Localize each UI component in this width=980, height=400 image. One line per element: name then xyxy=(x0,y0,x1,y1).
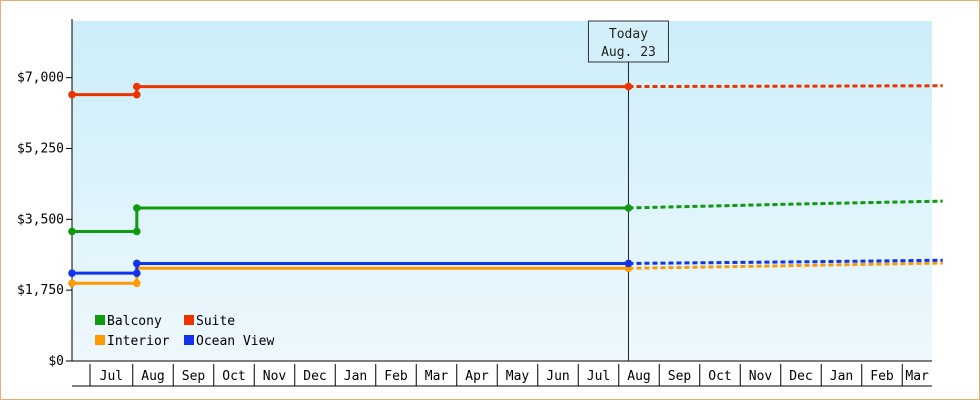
x-tick-label: Oct xyxy=(222,369,245,384)
x-tick-label: Jan xyxy=(830,369,853,384)
x-tick-label: Dec xyxy=(303,369,326,384)
y-tick-label: $5,250 xyxy=(17,142,64,157)
data-point-balcony xyxy=(68,227,76,236)
y-tick-label: $0 xyxy=(48,354,64,369)
data-point-suite xyxy=(133,90,141,99)
x-tick-label: Mar xyxy=(425,369,449,384)
legend: Balcony Suite Interior Ocean View xyxy=(95,314,274,349)
today-label-text: Today xyxy=(609,27,648,42)
x-tick-label: Nov xyxy=(263,369,287,384)
today-label-text: Aug. 23 xyxy=(601,45,656,60)
data-point-ocean-view xyxy=(624,259,633,268)
legend-label: Ocean View xyxy=(196,334,274,349)
legend-label: Balcony xyxy=(107,314,162,329)
series-projection-interior xyxy=(628,261,943,270)
series-layer xyxy=(68,82,943,288)
x-tick-label: Oct xyxy=(708,369,731,384)
x-tick-label: Jul xyxy=(587,369,610,384)
data-point-balcony xyxy=(624,204,633,212)
y-tick-label: $1,750 xyxy=(17,283,64,298)
data-point-suite xyxy=(133,82,141,91)
y-tick-label: $7,000 xyxy=(17,71,64,86)
legend-swatch-suite xyxy=(184,315,194,325)
x-tick-label: Sep xyxy=(668,369,692,384)
data-point-interior xyxy=(68,279,76,288)
x-tick-label: Dec xyxy=(789,369,812,384)
series-line-balcony xyxy=(72,206,629,233)
legend-label: Suite xyxy=(196,314,235,329)
data-point-ocean-view xyxy=(68,269,76,277)
data-point-ocean-view xyxy=(133,259,141,268)
series-line-ocean-view xyxy=(72,261,629,275)
data-point-interior xyxy=(133,279,141,288)
x-tick-label: Aug xyxy=(141,369,164,384)
today-label-box xyxy=(587,20,669,63)
x-tick-label: Feb xyxy=(384,369,408,384)
x-tick-label: Jan xyxy=(344,369,367,384)
data-point-suite xyxy=(68,90,76,99)
plot-area xyxy=(72,21,932,361)
data-point-balcony xyxy=(133,227,141,236)
x-tick-label: Jul xyxy=(100,369,123,384)
legend-label: Interior xyxy=(107,334,170,349)
x-tick-label: May xyxy=(506,369,530,384)
x-tick-label: Nov xyxy=(749,369,773,384)
data-point-ocean-view xyxy=(133,269,141,277)
x-tick-label: Aug xyxy=(627,369,650,384)
x-tick-label: Jun xyxy=(546,369,569,384)
x-tick-label: Feb xyxy=(870,369,894,384)
series-projection-ocean-view xyxy=(628,258,943,265)
x-tick-label: Mar xyxy=(905,369,929,384)
series-projection-suite xyxy=(628,84,943,89)
today-marker: Today Aug. 23 xyxy=(587,20,669,361)
series-line-suite xyxy=(72,85,629,97)
x-tick-label: Sep xyxy=(182,369,206,384)
y-tick-label: $3,500 xyxy=(17,212,64,227)
series-projection-balcony xyxy=(628,199,943,210)
legend-swatch-balcony xyxy=(95,315,105,325)
legend-swatch-ocean-view xyxy=(184,335,194,345)
legend-swatch-interior xyxy=(95,335,105,345)
axes: $0 $1,750 $3,500 $5,250 $7,000 Jul Aug Sep Oct No… xyxy=(17,19,932,387)
data-point-balcony xyxy=(133,204,141,212)
x-tick-label: Apr xyxy=(465,369,489,384)
data-point-suite xyxy=(624,82,633,91)
